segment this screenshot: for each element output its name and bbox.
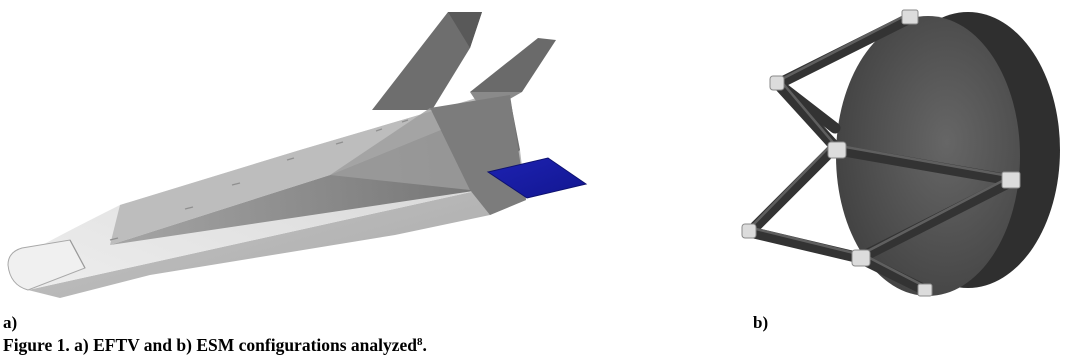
eftv-vertical-fin-right bbox=[470, 38, 556, 92]
caption-text: Figure 1. a) EFTV and b) ESM configurati… bbox=[3, 335, 418, 355]
esm-illustration bbox=[720, 0, 1060, 305]
esm-shield-face bbox=[836, 16, 1020, 296]
panel-label-a: a) bbox=[3, 313, 18, 332]
esm-strut-truss bbox=[744, 12, 1016, 296]
eftv-vehicle-render bbox=[7, 12, 588, 298]
caption-period: . bbox=[422, 335, 427, 355]
eftv-vertical-fin-left bbox=[372, 12, 482, 110]
eftv-aft-body bbox=[430, 95, 526, 215]
figure-caption: Figure 1. a) EFTV and b) ESM configurati… bbox=[3, 335, 427, 355]
esm-shield-render bbox=[741, 9, 1060, 297]
eftv-lower-fuselage bbox=[28, 150, 526, 298]
eftv-illustration bbox=[7, 12, 588, 298]
esm-fittings bbox=[741, 9, 1021, 297]
eftv-control-flap bbox=[486, 157, 588, 199]
caption-reference: 8 bbox=[417, 336, 423, 348]
eftv-panel-lines bbox=[109, 119, 409, 241]
panel-label-b: b) bbox=[753, 313, 769, 332]
